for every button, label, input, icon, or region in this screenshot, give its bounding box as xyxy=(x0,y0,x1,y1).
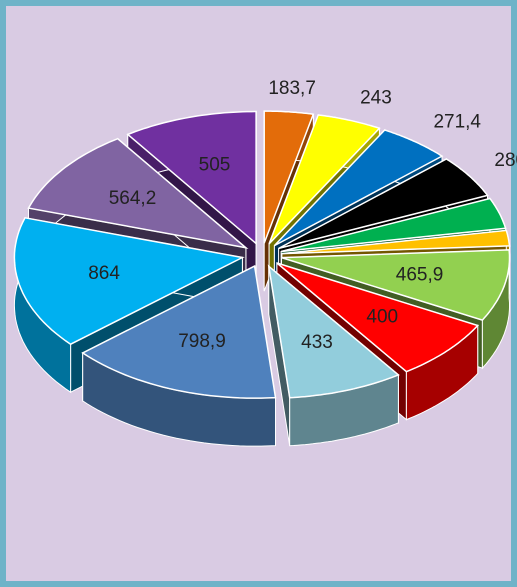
data-label: 433 xyxy=(301,332,333,353)
data-label: 400 xyxy=(366,307,398,328)
data-label: 564,2 xyxy=(109,188,157,209)
slice-top xyxy=(81,264,277,399)
slice-top xyxy=(126,110,257,246)
data-label: 864 xyxy=(88,263,120,284)
data-label: 280 xyxy=(494,150,517,171)
slice-top xyxy=(263,110,315,244)
data-label: 505 xyxy=(199,154,231,175)
slice-top xyxy=(267,264,400,399)
slice xyxy=(81,264,277,447)
slice-top xyxy=(278,158,489,250)
slice-top xyxy=(13,216,245,346)
data-label: 465,9 xyxy=(396,264,444,285)
data-label: 271,4 xyxy=(433,111,481,132)
slice-top xyxy=(276,262,480,373)
slice-top xyxy=(281,229,511,255)
slice xyxy=(267,264,400,447)
slice-top xyxy=(27,137,249,250)
data-label: 183,7 xyxy=(268,78,316,99)
data-label: 243 xyxy=(360,87,392,108)
slice-top xyxy=(281,249,511,321)
data-label: 798,9 xyxy=(178,331,226,352)
slice-top xyxy=(280,197,507,253)
slice-top xyxy=(268,114,381,245)
slice-top xyxy=(273,129,444,247)
